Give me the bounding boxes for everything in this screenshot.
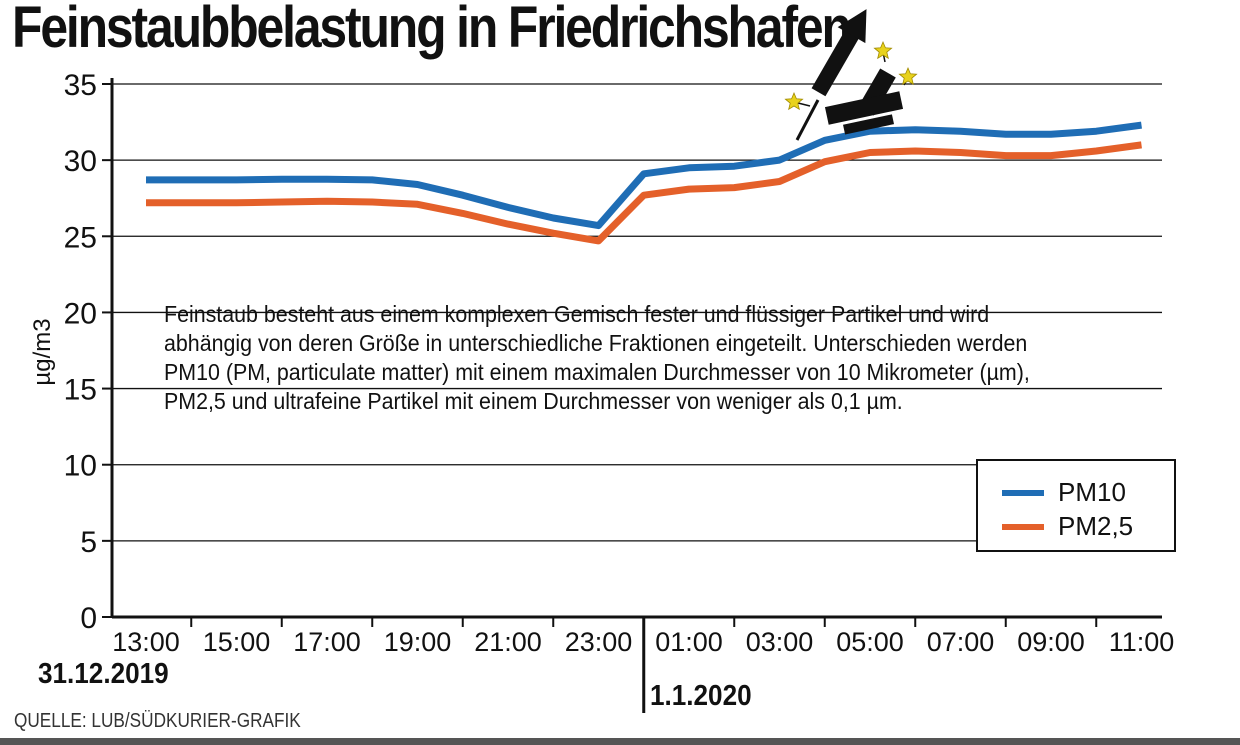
y-tick-label: 15 (64, 374, 97, 407)
y-axis-label: µg/m3 (29, 318, 56, 385)
x-tick-label: 15:00 (203, 627, 271, 657)
info-line: Feinstaub besteht aus einem komplexen Ge… (164, 301, 990, 327)
legend-swatch (1002, 489, 1044, 496)
legend: PM10 PM2,5 (976, 459, 1176, 552)
x-tick-label: 01:00 (655, 627, 723, 657)
x-tick-label: 05:00 (836, 627, 904, 657)
grid-lines (112, 83, 1162, 542)
x-tick-label: 23:00 (565, 627, 633, 657)
series-lines (146, 121, 1142, 245)
info-line: abhängig von deren Größe in unterschiedl… (164, 330, 1028, 356)
x-tick-label: 13:00 (112, 627, 180, 657)
info-text: Feinstaub besteht aus einem komplexen Ge… (164, 300, 1057, 416)
y-tick-label: 25 (64, 221, 97, 254)
chart-title: Feinstaubbelastung in Friedrichshafen (12, 0, 852, 60)
x-tick-label: 09:00 (1017, 627, 1085, 657)
legend-item-pm10: PM10 (1002, 477, 1126, 508)
x-tick-label: 03:00 (746, 627, 814, 657)
legend-swatch (1002, 523, 1044, 530)
y-tick-label: 0 (80, 602, 97, 635)
x-tick-label: 17:00 (293, 627, 361, 657)
x-tick-label: 11:00 (1109, 627, 1175, 657)
info-line: PM10 (PM, particulate matter) mit einem … (164, 359, 1030, 385)
y-tick-label: 20 (64, 297, 97, 330)
y-tick-label: 10 (64, 450, 97, 483)
info-line: PM2,5 und ultrafeine Partikel mit einem … (164, 388, 903, 414)
y-tick-label: 30 (64, 145, 97, 178)
legend-label: PM10 (1058, 477, 1126, 507)
legend-item-pm25: PM2,5 (1002, 511, 1133, 542)
source-credit: QUELLE: LUB/SÜDKURIER-GRAFIK (14, 710, 301, 732)
y-tick-label: 5 (80, 526, 97, 559)
x-tick-label: 19:00 (384, 627, 452, 657)
date-label-right: 1.1.2020 (650, 680, 752, 712)
legend-label: PM2,5 (1058, 511, 1134, 541)
series-line (146, 141, 1142, 245)
x-tick-labels: 13:00 15:00 17:00 19:00 21:00 23:00 01:00 03:00… (112, 627, 1174, 657)
x-tick-label: 21:00 (474, 627, 542, 657)
y-tick-label: 35 (64, 69, 97, 102)
bottom-bar (0, 738, 1240, 745)
y-tick-labels: 0 5 10 15 20 25 30 35 (64, 69, 97, 635)
fireworks-rocket-icon (784, 9, 918, 141)
x-tick-label: 07:00 (927, 627, 995, 657)
date-label-left: 31.12.2019 (38, 658, 169, 690)
series-line (146, 121, 1142, 230)
axes (102, 78, 1162, 713)
